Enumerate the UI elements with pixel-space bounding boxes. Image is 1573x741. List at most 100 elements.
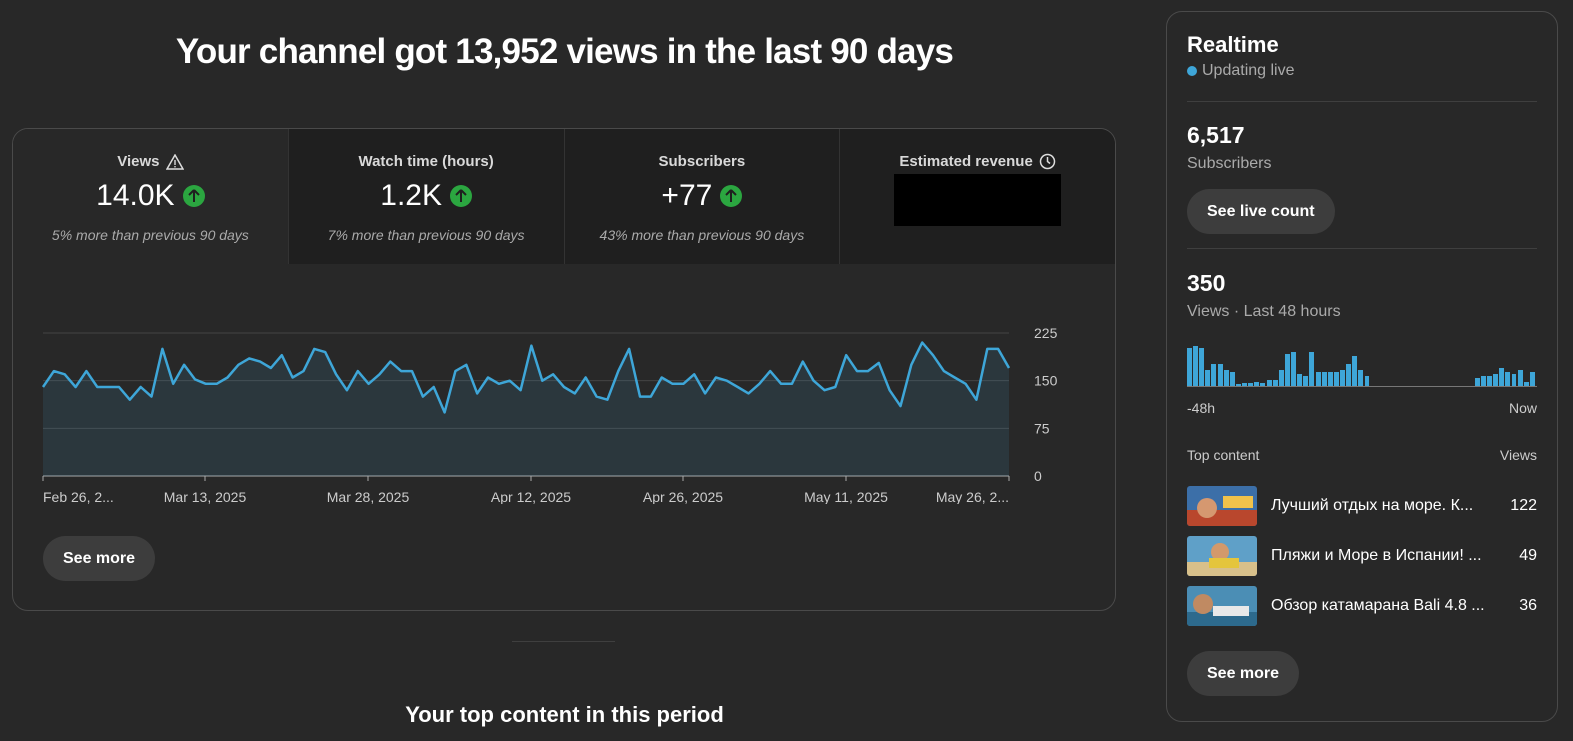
tab-title: Estimated revenue — [899, 153, 1033, 170]
clock-icon — [1039, 153, 1056, 170]
warning-icon — [165, 153, 184, 170]
realtime-bar — [1297, 374, 1303, 386]
realtime-bar — [1291, 352, 1296, 386]
tab-views[interactable]: Views 14.0K 5% more than previous 90 day… — [13, 129, 288, 264]
top-content-item[interactable]: Лучший отдых на море. К... 122 — [1187, 486, 1537, 526]
realtime-bar — [1493, 374, 1499, 386]
overview-card: Views 14.0K 5% more than previous 90 day… — [12, 128, 1116, 611]
video-thumbnail — [1187, 536, 1257, 576]
top-content-item[interactable]: Обзор катамарана Bali 4.8 ... 36 — [1187, 586, 1537, 626]
tab-title: Views — [117, 153, 160, 170]
realtime-bar — [1266, 380, 1272, 386]
x-tick-label: Mar 13, 2025 — [164, 489, 247, 504]
page-title: Your channel got 13,952 views in the las… — [175, 32, 954, 71]
video-thumbnail — [1187, 586, 1257, 626]
see-more-button[interactable]: See more — [1187, 651, 1300, 696]
realtime-bar — [1211, 364, 1217, 386]
realtime-bar — [1199, 348, 1205, 386]
video-thumbnail — [1187, 486, 1257, 526]
metric-note: 7% more than previous 90 days — [327, 227, 525, 243]
y-tick-label: 150 — [1034, 373, 1058, 389]
tab-watch-time[interactable]: Watch time (hours) 1.2K 7% more than pre… — [287, 129, 564, 264]
bar-axis-end: Now — [1508, 400, 1537, 416]
metric-note: 43% more than previous 90 days — [599, 227, 805, 243]
x-tick-label: Mar 28, 2025 — [327, 489, 410, 504]
series-area — [43, 342, 1009, 476]
video-title: Пляжи и Море в Испании! ... — [1271, 547, 1482, 564]
realtime-views-count: 350 — [1187, 270, 1226, 296]
realtime-bar — [1340, 370, 1345, 386]
series-line — [41, 341, 1011, 414]
see-live-count-button[interactable]: See live count — [1187, 189, 1335, 234]
realtime-bar — [1235, 384, 1241, 386]
video-title: Лучший отдых на море. К... — [1271, 497, 1474, 514]
realtime-bar — [1529, 372, 1535, 386]
realtime-bar — [1505, 372, 1511, 386]
views-chart[interactable]: 225 150 75 0 Feb 26, 2... Mar 13, 2025 Mar 28,… — [13, 264, 1116, 504]
views-column-label: Views — [1499, 447, 1537, 463]
top-content-item[interactable]: Пляжи и Море в Испании! ... 49 — [1187, 536, 1537, 576]
x-tick-label: Apr 12, 2025 — [491, 489, 571, 504]
tab-title: Watch time (hours) — [358, 153, 494, 170]
x-tick-label: May 26, 2... — [936, 489, 1009, 504]
realtime-bar — [1272, 380, 1278, 386]
realtime-views-label: Views · Last 48 hours — [1187, 303, 1341, 320]
realtime-bar — [1358, 370, 1364, 386]
realtime-bar — [1278, 370, 1284, 386]
metric-note: 5% more than previous 90 days — [51, 227, 249, 243]
y-tick-label: 225 — [1034, 325, 1058, 341]
realtime-bar — [1315, 372, 1321, 386]
realtime-bar — [1229, 372, 1235, 386]
bar-axis-start: -48h — [1187, 400, 1216, 416]
section-heading: Your top content in this period — [405, 702, 724, 727]
realtime-bar — [1193, 346, 1199, 386]
realtime-bar — [1223, 370, 1229, 386]
video-views: 36 — [1519, 597, 1537, 614]
realtime-bar — [1364, 376, 1370, 386]
x-tick-label: May 11, 2025 — [804, 489, 888, 504]
realtime-card: Realtime Updating live 6,517 Subscribers… — [1166, 11, 1558, 722]
subscriber-label: Subscribers — [1187, 155, 1272, 172]
divider — [1187, 248, 1537, 249]
y-tick-label: 75 — [1034, 420, 1050, 436]
realtime-bar — [1187, 348, 1192, 386]
video-views: 122 — [1510, 497, 1537, 514]
realtime-bar — [1327, 372, 1333, 386]
video-views: 49 — [1519, 547, 1537, 564]
realtime-bar — [1205, 370, 1211, 386]
subscriber-count: 6,517 — [1187, 122, 1245, 148]
realtime-bar — [1517, 370, 1523, 386]
divider — [512, 641, 615, 642]
realtime-bar — [1321, 372, 1327, 386]
tab-title: Subscribers — [658, 153, 746, 170]
realtime-bar — [1352, 356, 1358, 386]
realtime-title: Realtime — [1187, 32, 1279, 57]
realtime-bar — [1346, 364, 1352, 386]
realtime-bar — [1523, 382, 1529, 386]
realtime-bar — [1474, 378, 1480, 386]
see-more-button[interactable]: See more — [43, 536, 156, 581]
video-title: Обзор катамарана Bali 4.8 ... — [1271, 597, 1485, 614]
metric-value: 14.0K — [96, 179, 175, 212]
live-dot-icon — [1187, 66, 1197, 76]
tab-estimated-revenue[interactable]: Estimated revenue — [839, 129, 1115, 264]
realtime-bar — [1254, 382, 1260, 386]
realtime-bar — [1487, 376, 1492, 386]
realtime-bar — [1217, 364, 1223, 386]
metric-value: 1.2K — [380, 179, 442, 212]
metric-tabs: Views 14.0K 5% more than previous 90 day… — [13, 129, 1115, 264]
y-tick-label: 0 — [1034, 468, 1042, 484]
live-status: Updating live — [1202, 62, 1295, 79]
tab-subscribers[interactable]: Subscribers +77 43% more than previous 9… — [563, 129, 840, 264]
realtime-bar — [1511, 374, 1517, 386]
arrow-up-icon — [449, 185, 472, 207]
top-content-label: Top content — [1187, 447, 1260, 463]
realtime-bar — [1499, 368, 1505, 386]
divider — [1187, 101, 1537, 102]
realtime-bar — [1480, 376, 1486, 386]
realtime-bar-chart[interactable] — [1187, 345, 1537, 387]
realtime-bar — [1248, 382, 1254, 386]
x-tick-label: Feb 26, 2... — [43, 489, 114, 504]
realtime-bar — [1242, 382, 1248, 386]
realtime-bar — [1309, 352, 1315, 386]
